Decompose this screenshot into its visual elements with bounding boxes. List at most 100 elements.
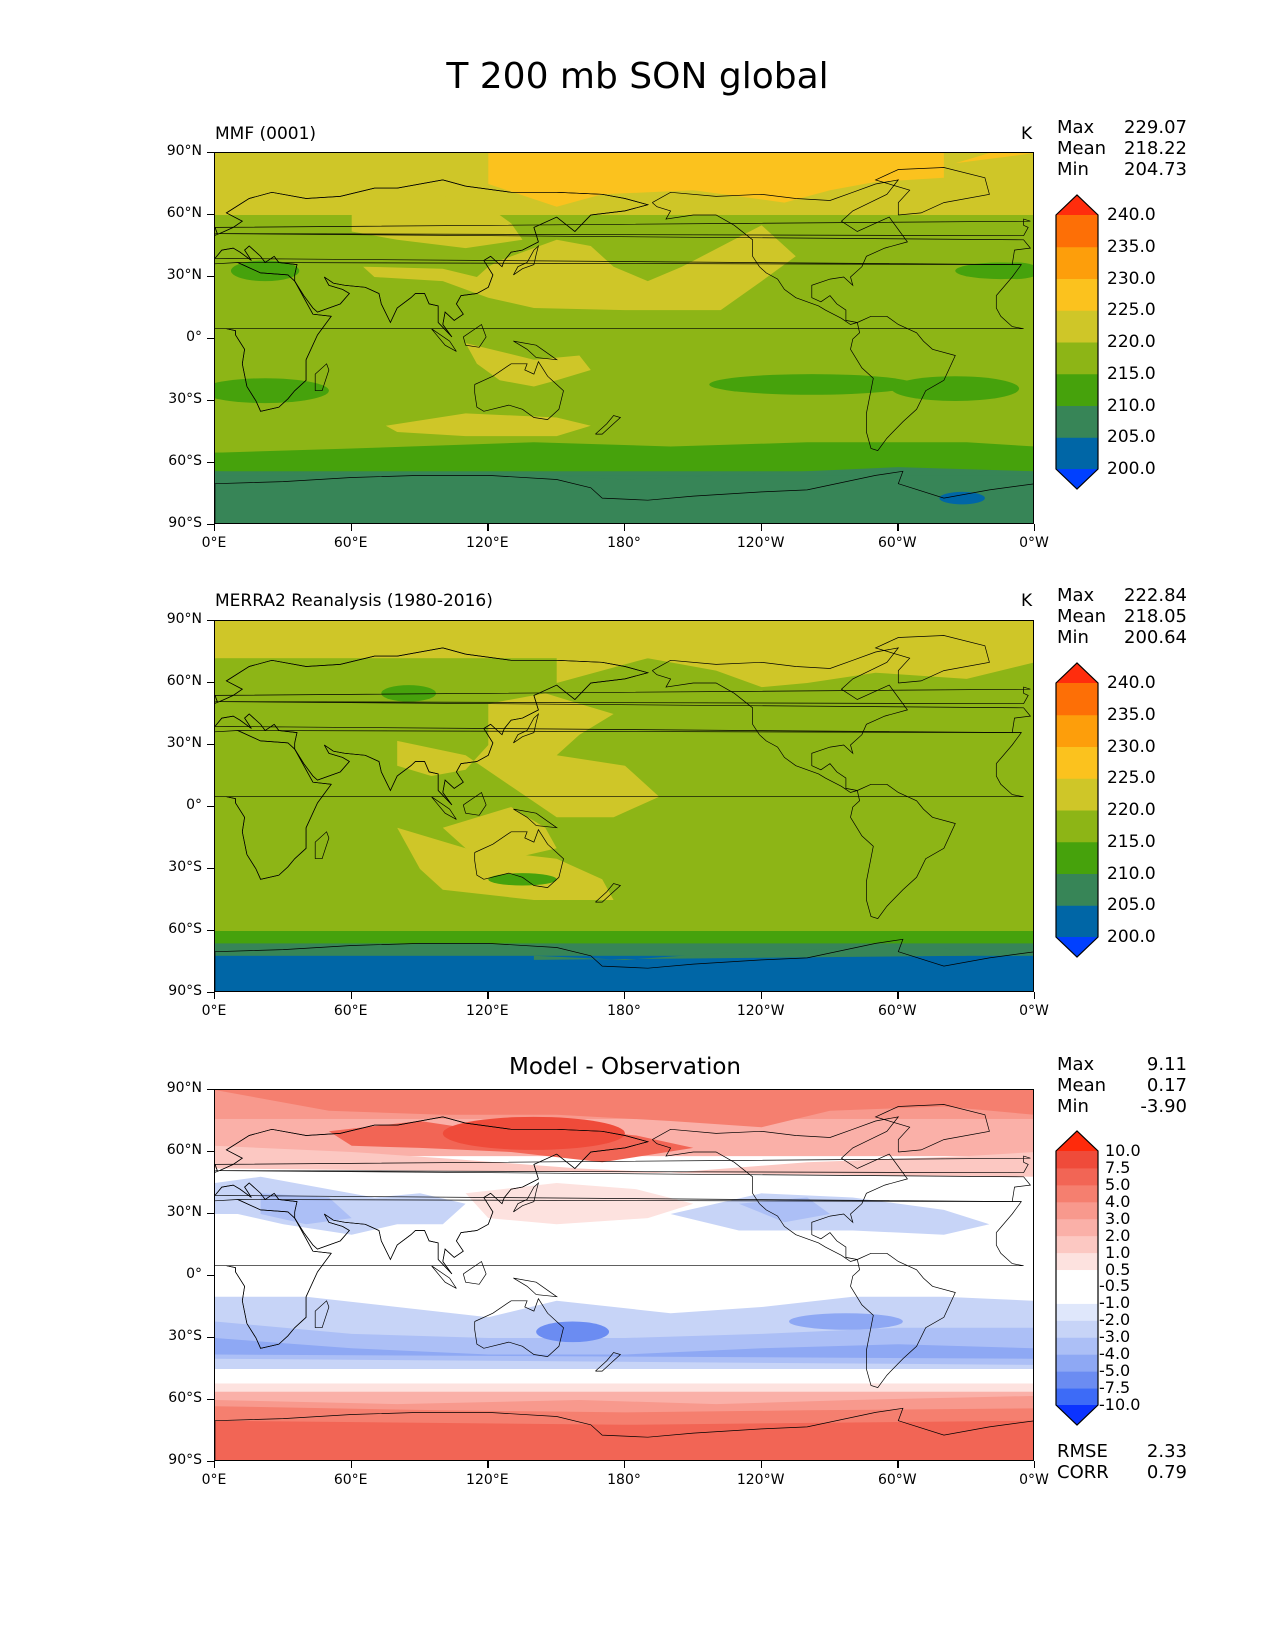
stat-min-value: -3.90 (1140, 1096, 1187, 1117)
lon-tick-label: 0°W (1019, 1472, 1049, 1488)
figure-title: T 200 mb SON global (446, 56, 829, 97)
field-contour (465, 343, 591, 387)
field-contour (215, 452, 1033, 476)
lon-tick-label: 60°W (877, 1003, 917, 1019)
lon-tick-label: 0°E (201, 535, 227, 551)
colorbar-tick-label: -2.0 (1099, 1310, 1131, 1330)
lat-tick-label: 60°N (166, 1142, 202, 1158)
stat-min-value: 200.64 (1124, 627, 1187, 648)
lat-tick-label: 30°S (168, 391, 202, 407)
coastline (874, 635, 990, 684)
coastline (652, 647, 908, 793)
colorbar-level (1056, 1235, 1098, 1254)
field-contour (215, 955, 1033, 991)
lon-tick (1034, 1461, 1036, 1468)
lat-tick (207, 1275, 214, 1277)
colorbar-tick-label: 5.0 (1105, 1174, 1131, 1194)
colorbar-level (1056, 246, 1098, 279)
stat-max-value: 229.07 (1124, 117, 1187, 138)
coastline (474, 360, 564, 420)
colorbar-tick-label: 210.0 (1107, 395, 1156, 416)
lat-tick (207, 276, 214, 278)
coastline (462, 791, 487, 816)
colorbar-level (1056, 1303, 1098, 1321)
colorbar-level (1056, 437, 1098, 470)
lat-tick-label: 30°S (168, 1328, 202, 1344)
field-contour (260, 1193, 352, 1225)
colorbar-level (1056, 1269, 1098, 1287)
field-contour (215, 1338, 1033, 1359)
lat-tick-label: 90°N (166, 1080, 202, 1096)
colorbar-outline (1055, 194, 1099, 490)
field-contour (465, 1183, 694, 1225)
colorbar-tick-label: 205.0 (1107, 427, 1156, 448)
coastline (215, 1199, 332, 1349)
model-map (214, 152, 1034, 524)
lat-tick (207, 930, 214, 932)
field-contour (891, 376, 1020, 401)
diff-map (214, 1089, 1034, 1461)
panel-model-label: MMF (0001) (215, 124, 317, 144)
stat-min-label: Min (1057, 159, 1089, 180)
lon-tick-label: 120°E (466, 1472, 509, 1488)
stat-max-label: Max (1057, 117, 1095, 138)
lon-tick-label: 0°W (1019, 535, 1049, 551)
field-contour (738, 1197, 830, 1223)
diff-stats: Max 9.11 Mean 0.17 Min -3.90 (1057, 1054, 1187, 1117)
lat-tick (207, 400, 214, 402)
colorbar-extend-max (1056, 195, 1098, 215)
lon-tick-label: 180° (607, 1003, 641, 1019)
colorbar-tick-label: 215.0 (1107, 831, 1156, 852)
stat-mean-value: 0.17 (1146, 1075, 1187, 1096)
field-contour (215, 1420, 1033, 1460)
stat-mean-label: Mean (1057, 606, 1107, 627)
field-contour (556, 621, 1033, 688)
coastline (595, 883, 622, 903)
lat-tick (207, 214, 214, 216)
lat-tick-label: 90°S (168, 1452, 202, 1468)
colorbar-level (1056, 1252, 1098, 1271)
panel-model-unit: K (1021, 124, 1033, 144)
lat-tick (207, 1213, 214, 1215)
lat-tick-label: 60°N (166, 205, 202, 221)
lon-tick (624, 524, 626, 531)
coastline (431, 796, 457, 820)
colorbar-extend-max (1056, 1131, 1098, 1151)
colorbar-level (1056, 1371, 1098, 1389)
field-contour (351, 190, 523, 249)
coastline (215, 262, 332, 412)
stat-min-label: Min (1057, 1096, 1089, 1117)
model-stats: Max 229.07 Mean 218.22 Min 204.73 (1057, 117, 1187, 180)
colorbar-tick-label: 235.0 (1107, 704, 1156, 725)
colorbar-level (1056, 714, 1098, 747)
lat-tick-label: 0° (186, 1266, 202, 1282)
coastline (215, 694, 218, 703)
panel-obs-label: MERRA2 Reanalysis (1980-2016) (215, 591, 493, 611)
field-contour (215, 467, 1033, 480)
lat-tick-label: 60°S (168, 1390, 202, 1406)
lat-tick-label: 60°N (166, 673, 202, 689)
field-contour (488, 873, 557, 886)
lat-tick (207, 524, 214, 526)
coastline (595, 1352, 622, 1372)
colorbar-graphic (1055, 194, 1099, 490)
coastline (215, 226, 218, 235)
lat-tick-label: 30°N (166, 735, 202, 751)
lon-tick-label: 60°E (333, 1003, 368, 1019)
lat-tick-label: 60°S (168, 453, 202, 469)
field-contour (442, 1116, 625, 1150)
field-contour (215, 378, 329, 404)
colorbar-level (1056, 1320, 1098, 1338)
lon-tick (487, 992, 489, 999)
obs-stats: Max 222.84 Mean 218.05 Min 200.64 (1057, 585, 1187, 648)
lat-tick (207, 1461, 214, 1463)
lat-tick-label: 30°N (166, 1204, 202, 1220)
stat-max-value: 222.84 (1124, 585, 1187, 606)
colorbar-graphic (1055, 662, 1099, 958)
coastline (215, 1407, 1033, 1460)
lon-tick-label: 180° (607, 1472, 641, 1488)
colorbar-level (1056, 342, 1098, 375)
colorbar-level (1056, 1286, 1098, 1304)
colorbar-tick-label: 200.0 (1107, 459, 1156, 479)
colorbar-level (1056, 278, 1098, 311)
